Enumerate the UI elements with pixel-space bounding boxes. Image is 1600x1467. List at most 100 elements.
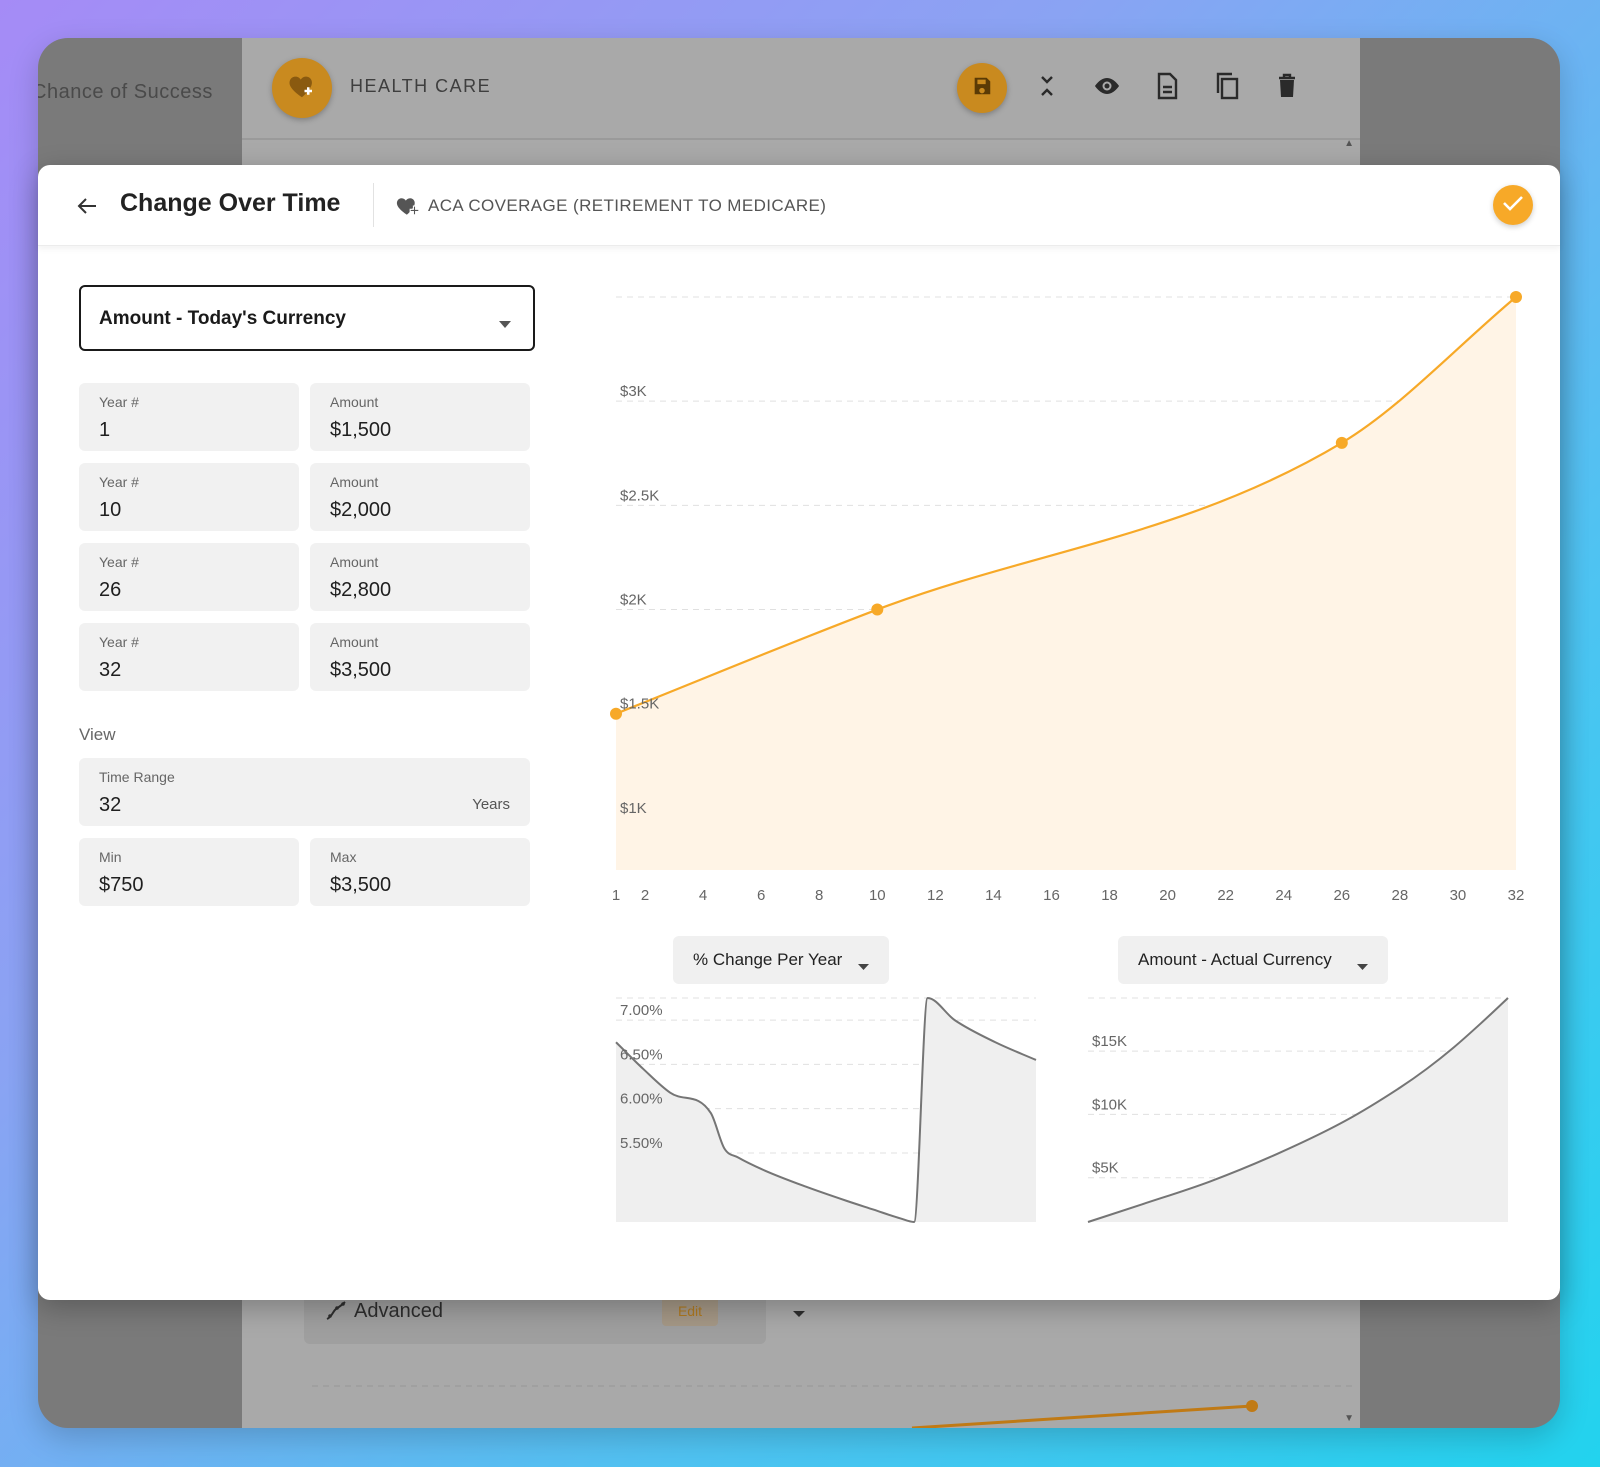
heart-plus-icon: [287, 71, 317, 106]
y-tick-label: $5K: [1092, 1160, 1119, 1177]
year-field[interactable]: Year # 10: [79, 463, 299, 531]
actual-currency-select[interactable]: Amount - Actual Currency: [1118, 936, 1388, 984]
y-tick-label: 6.00%: [620, 1091, 663, 1108]
y-tick-label: $2.5K: [620, 487, 659, 504]
curve-chart-icon: [324, 1298, 348, 1327]
time-range-field[interactable]: Time Range 32 Years: [79, 758, 530, 826]
amount-field[interactable]: Amount $3,500: [310, 623, 530, 691]
x-tick-label: 22: [1217, 887, 1234, 904]
time-range-label: Time Range: [99, 769, 175, 785]
y-tick-label: $15K: [1092, 1033, 1127, 1050]
back-arrow-icon[interactable]: [74, 193, 100, 219]
actual-currency-select-value: Amount - Actual Currency: [1138, 950, 1332, 969]
data-point: [1510, 291, 1522, 303]
year-value: 26: [99, 579, 122, 601]
year-field[interactable]: Year # 32: [79, 623, 299, 691]
year-field[interactable]: Year # 1: [79, 383, 299, 451]
copy-icon: [1214, 71, 1240, 106]
percent-change-select-value: % Change Per Year: [693, 950, 843, 969]
view-heading: View: [79, 725, 116, 744]
amount-label: Amount: [330, 474, 379, 490]
amount-label: Amount: [330, 394, 379, 410]
x-tick-label: 1: [612, 887, 620, 904]
trash-icon: [1276, 73, 1298, 104]
duplicate-button[interactable]: [1205, 66, 1249, 110]
x-tick-label: 20: [1159, 887, 1176, 904]
year-field[interactable]: Year # 26: [79, 543, 299, 611]
health-care-title: HEALTH CARE: [350, 76, 492, 96]
amount-value: $2,800: [330, 579, 392, 601]
dialog-header: Change Over Time ACA COVERAGE (RETIREMEN…: [38, 165, 1560, 246]
x-tick-label: 32: [1508, 887, 1525, 904]
data-point: [1335, 436, 1348, 449]
y-tick-label: $2K: [620, 592, 647, 609]
y-tick-label: $3K: [620, 383, 647, 400]
caret-down-icon: [858, 957, 869, 975]
amount-over-time-chart[interactable]: $1K$1.5K$2K$2.5K$3K1 2 4 6 8 10 12 14 16 18 20 22 24…: [573, 275, 1533, 925]
x-tick-label: 4: [699, 887, 707, 904]
x-tick-label: 24: [1275, 887, 1292, 904]
confirm-button[interactable]: [1493, 185, 1533, 225]
advanced-edit-button[interactable]: Edit: [662, 1296, 718, 1326]
check-icon: [1502, 194, 1524, 217]
scroll-down-arrow-icon[interactable]: ▼: [1344, 1413, 1354, 1424]
caret-down-icon: [1357, 957, 1368, 975]
data-point: [610, 707, 622, 720]
dialog-title: Change Over Time: [120, 189, 341, 217]
x-tick-label: 2: [641, 887, 649, 904]
percent-change-select[interactable]: % Change Per Year: [673, 936, 889, 984]
card-toolbar: [957, 60, 1325, 116]
x-tick-label: 30: [1450, 887, 1467, 904]
year-value: 10: [99, 499, 122, 521]
health-care-card-header: HEALTH CARE: [242, 38, 1360, 140]
mode-select[interactable]: Amount - Today's Currency: [79, 285, 535, 351]
notes-button[interactable]: [1145, 66, 1189, 110]
series-line: [615, 996, 1037, 1224]
x-tick-label: 12: [927, 887, 944, 904]
scroll-up-arrow-icon[interactable]: ▲: [1344, 138, 1354, 149]
amount-field[interactable]: Amount $2,800: [310, 543, 530, 611]
delete-button[interactable]: [1265, 66, 1309, 110]
series-line: [1087, 997, 1509, 1223]
series-area: [616, 297, 1516, 870]
x-tick-label: 16: [1043, 887, 1060, 904]
x-tick-label: 14: [985, 887, 1002, 904]
save-button[interactable]: [957, 63, 1007, 113]
amount-field[interactable]: Amount $1,500: [310, 383, 530, 451]
x-tick-label: 8: [815, 887, 823, 904]
chevron-down-icon[interactable]: [792, 1305, 806, 1323]
x-tick-label: 28: [1392, 887, 1409, 904]
series-line: [615, 296, 1517, 715]
collapse-button[interactable]: [1025, 66, 1069, 110]
x-tick-label: 26: [1333, 887, 1350, 904]
percent-change-chart: 5.50% 6.00% 6.50% 7.00%: [615, 996, 1037, 1224]
change-over-time-dialog: Change Over Time ACA COVERAGE (RETIREMEN…: [38, 165, 1560, 1300]
save-icon: [971, 75, 993, 102]
actual-currency-chart: $5K $10K $15K: [1087, 997, 1509, 1223]
caret-down-icon: [499, 315, 511, 333]
y-tick-label: $1.5K: [620, 696, 659, 713]
min-field[interactable]: Min $750: [79, 838, 299, 906]
tab-chance-of-success[interactable]: Chance of Success: [38, 81, 213, 103]
header-divider: [373, 183, 374, 227]
preview-button[interactable]: [1085, 66, 1129, 110]
advanced-label: Advanced: [354, 1300, 443, 1322]
y-tick-label: $10K: [1092, 1096, 1127, 1113]
amount-field[interactable]: Amount $2,000: [310, 463, 530, 531]
y-tick-label: 7.00%: [620, 1002, 663, 1019]
amount-label: Amount: [330, 634, 379, 650]
series-area: [1088, 998, 1508, 1222]
amount-label: Amount: [330, 554, 379, 570]
year-value: 1: [99, 419, 111, 441]
y-tick-label: 5.50%: [620, 1135, 663, 1152]
mode-select-value: Amount - Today's Currency: [99, 308, 346, 329]
max-field[interactable]: Max $3,500: [310, 838, 530, 906]
health-care-avatar: [272, 58, 332, 118]
amount-value: $1,500: [330, 419, 392, 441]
x-tick-label: 10: [869, 887, 886, 904]
max-label: Max: [330, 849, 357, 865]
amount-value: $3,500: [330, 659, 392, 681]
data-point: [871, 603, 884, 616]
y-tick-label: $1K: [620, 800, 647, 817]
y-tick-label: 6.50%: [620, 1046, 663, 1063]
